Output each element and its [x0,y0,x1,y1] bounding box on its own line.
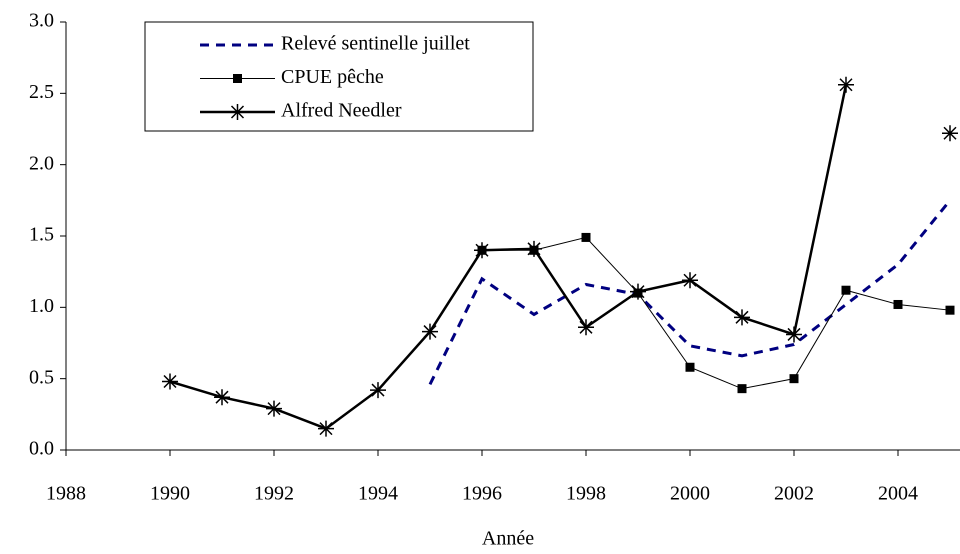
marker [422,323,438,340]
legend-label: Alfred Needler [281,100,402,122]
x-axis-label: Année [482,528,534,550]
x-tick-label: 1992 [254,483,294,505]
marker [581,232,591,242]
marker [945,305,955,315]
x-tick-label: 1988 [46,483,86,505]
x-tick-label: 2000 [670,483,710,505]
y-tick-label: 2.0 [29,152,54,174]
marker [578,319,594,336]
marker [682,272,698,289]
marker [266,400,282,417]
marker [685,362,695,372]
series-line [428,199,952,386]
marker [841,285,851,295]
marker [786,326,802,343]
y-tick-label: 2.5 [29,81,54,103]
y-tick-label: 1.0 [29,295,54,317]
marker [526,240,542,257]
marker [162,373,178,390]
marker [318,420,334,437]
legend-label: Relevé sentinelle juillet [281,33,470,55]
marker [214,389,230,406]
legend: Relevé sentinelle juillet CPUE pêche Alfre… [144,21,534,132]
marker [229,104,246,120]
legend-label: CPUE pêche [281,66,384,88]
marker [630,283,646,300]
series-line [482,236,951,390]
x-tick-label: 1990 [150,483,190,505]
y-tick-label: 0.0 [29,438,54,460]
marker [233,74,242,83]
marker [370,382,386,399]
marker [838,76,854,93]
x-tick-label: 2002 [774,483,814,505]
x-tick-label: 1994 [358,483,398,505]
y-tick-label: 3.0 [29,10,54,32]
y-tick-label: 0.5 [29,366,54,388]
marker [893,299,903,309]
x-tick-label: 1996 [462,483,502,505]
marker [789,374,799,384]
marker [942,125,958,142]
marker [474,242,490,259]
x-tick-label: 2004 [878,483,918,505]
marker [734,309,750,326]
marker [737,384,747,394]
x-tick-label: 1998 [566,483,606,505]
y-tick-label: 1.5 [29,224,54,246]
series-line [170,85,950,429]
